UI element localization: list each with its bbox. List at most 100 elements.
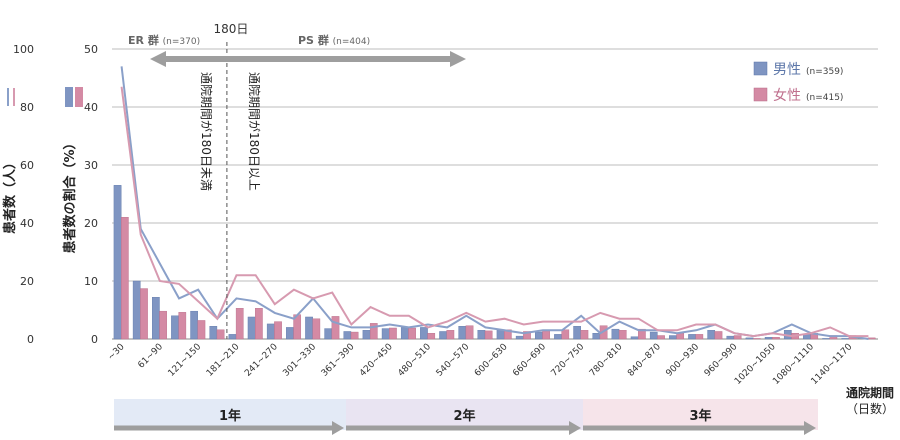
- bar-female: [867, 337, 876, 340]
- bar-male: [324, 328, 333, 340]
- bar-male: [362, 330, 371, 340]
- annotation-under-180: 通院期間が180日未満: [199, 72, 214, 191]
- legend-male-label: 男性: [773, 62, 801, 78]
- bar-male: [400, 327, 409, 340]
- bar-female: [140, 288, 148, 340]
- x-tick-label: 1140~1170: [810, 342, 855, 387]
- cutoff-label: 180日: [213, 22, 248, 36]
- x-axis-unit: （日数）: [846, 401, 894, 416]
- legend-female-swatch: [753, 87, 768, 102]
- x-tick-label: 600~630: [473, 342, 510, 379]
- y-tick-left-label: 0: [27, 333, 34, 346]
- year-band: [583, 399, 818, 430]
- bar-male: [669, 335, 677, 340]
- y-tick-left-label: 40: [20, 217, 34, 230]
- bar-male: [190, 310, 198, 340]
- bar-male: [113, 185, 122, 340]
- group-arrow-head-left: [150, 51, 166, 67]
- bar-female: [523, 331, 531, 340]
- y-tick-right-label: 10: [84, 275, 98, 288]
- bar-male: [152, 297, 160, 340]
- bar-female: [274, 321, 282, 340]
- bar-male: [822, 338, 830, 340]
- bar-female: [235, 308, 244, 340]
- x-tick-label: 960~990: [703, 342, 740, 379]
- legend-female-n: (n=415): [806, 93, 843, 103]
- y-tick-left-label: 80: [20, 101, 34, 114]
- x-tick-label: 61~90: [136, 342, 165, 371]
- bar-female: [427, 333, 436, 340]
- year-band: [346, 399, 583, 430]
- line-female-count: [120, 86, 869, 338]
- y-tick-right-label: 50: [84, 43, 98, 56]
- bar-female: [312, 318, 321, 340]
- bar-male: [841, 338, 850, 340]
- bar-male: [573, 326, 581, 340]
- bar-female: [216, 329, 225, 340]
- bar-female: [408, 327, 416, 340]
- y-axis-title-left: 患者数（人）: [2, 156, 18, 234]
- year-arrow-head: [332, 421, 344, 435]
- bar-female: [733, 335, 742, 340]
- x-axis-title: 通院期間: [846, 385, 894, 400]
- x-tick-label: 540~570: [435, 342, 472, 379]
- bar-female: [657, 335, 665, 340]
- x-tick-label: 241~270: [243, 342, 280, 379]
- bar-female: [465, 325, 474, 340]
- legend-bar-female-swatch: [75, 87, 83, 107]
- bar-male: [554, 334, 562, 340]
- bar-female: [484, 330, 493, 340]
- er-group-label: ER 群 (n=370): [128, 33, 200, 47]
- bar-male: [305, 316, 313, 340]
- ps-group-label: PS 群 (n=404): [298, 33, 370, 47]
- x-tick-label: 480~510: [396, 342, 433, 379]
- bar-male: [649, 331, 658, 340]
- bar-male: [266, 323, 275, 340]
- bar-female: [331, 316, 340, 340]
- bar-female: [695, 334, 704, 340]
- bar-male: [286, 327, 294, 340]
- bar-female: [503, 329, 512, 340]
- bar-male: [726, 335, 735, 340]
- bar-male: [535, 331, 543, 340]
- bar-female: [561, 329, 570, 340]
- legend-male-n: (n=359): [806, 67, 843, 77]
- year-band: [114, 399, 346, 430]
- bar-male: [343, 331, 352, 340]
- bar-female: [369, 323, 378, 340]
- legend-male-swatch: [753, 61, 768, 76]
- y-tick-left-label: 60: [20, 159, 34, 172]
- legend-bar-male-swatch: [65, 87, 73, 107]
- x-tick-label: 720~750: [550, 342, 587, 379]
- x-tick-label: 361~390: [320, 342, 357, 379]
- y-tick-left-label: 100: [13, 43, 34, 56]
- x-tick-label: 301~330: [281, 342, 318, 379]
- bar-male: [228, 334, 237, 340]
- x-tick-label: 780~810: [588, 342, 625, 379]
- y-tick-right-label: 20: [84, 217, 98, 230]
- x-tick-label: 660~690: [511, 342, 548, 379]
- bar-female: [255, 308, 263, 340]
- year-band-label: 3年: [689, 408, 711, 424]
- bar-female: [178, 312, 187, 340]
- bar-female: [350, 331, 359, 340]
- bar-female: [120, 216, 129, 340]
- bar-male: [209, 326, 218, 340]
- y-tick-right-label: 0: [91, 333, 98, 346]
- year-arrow-head: [804, 421, 816, 435]
- bar-female: [197, 320, 206, 340]
- bar-male: [592, 333, 601, 340]
- bar-male: [171, 315, 179, 340]
- bar-male: [745, 337, 754, 340]
- legend-female-label: 女性: [773, 87, 801, 104]
- annotation-over-180: 通院期間が180日以上: [247, 72, 262, 191]
- y-axis-title-right: 患者数の割合（%）: [62, 136, 78, 253]
- year-band-label: 2年: [453, 408, 475, 424]
- bar-male: [611, 328, 620, 340]
- bar-female: [580, 330, 589, 340]
- bar-female: [159, 310, 167, 340]
- bar-male: [764, 337, 773, 340]
- bar-male: [247, 316, 256, 340]
- group-arrow-head-right: [450, 51, 466, 67]
